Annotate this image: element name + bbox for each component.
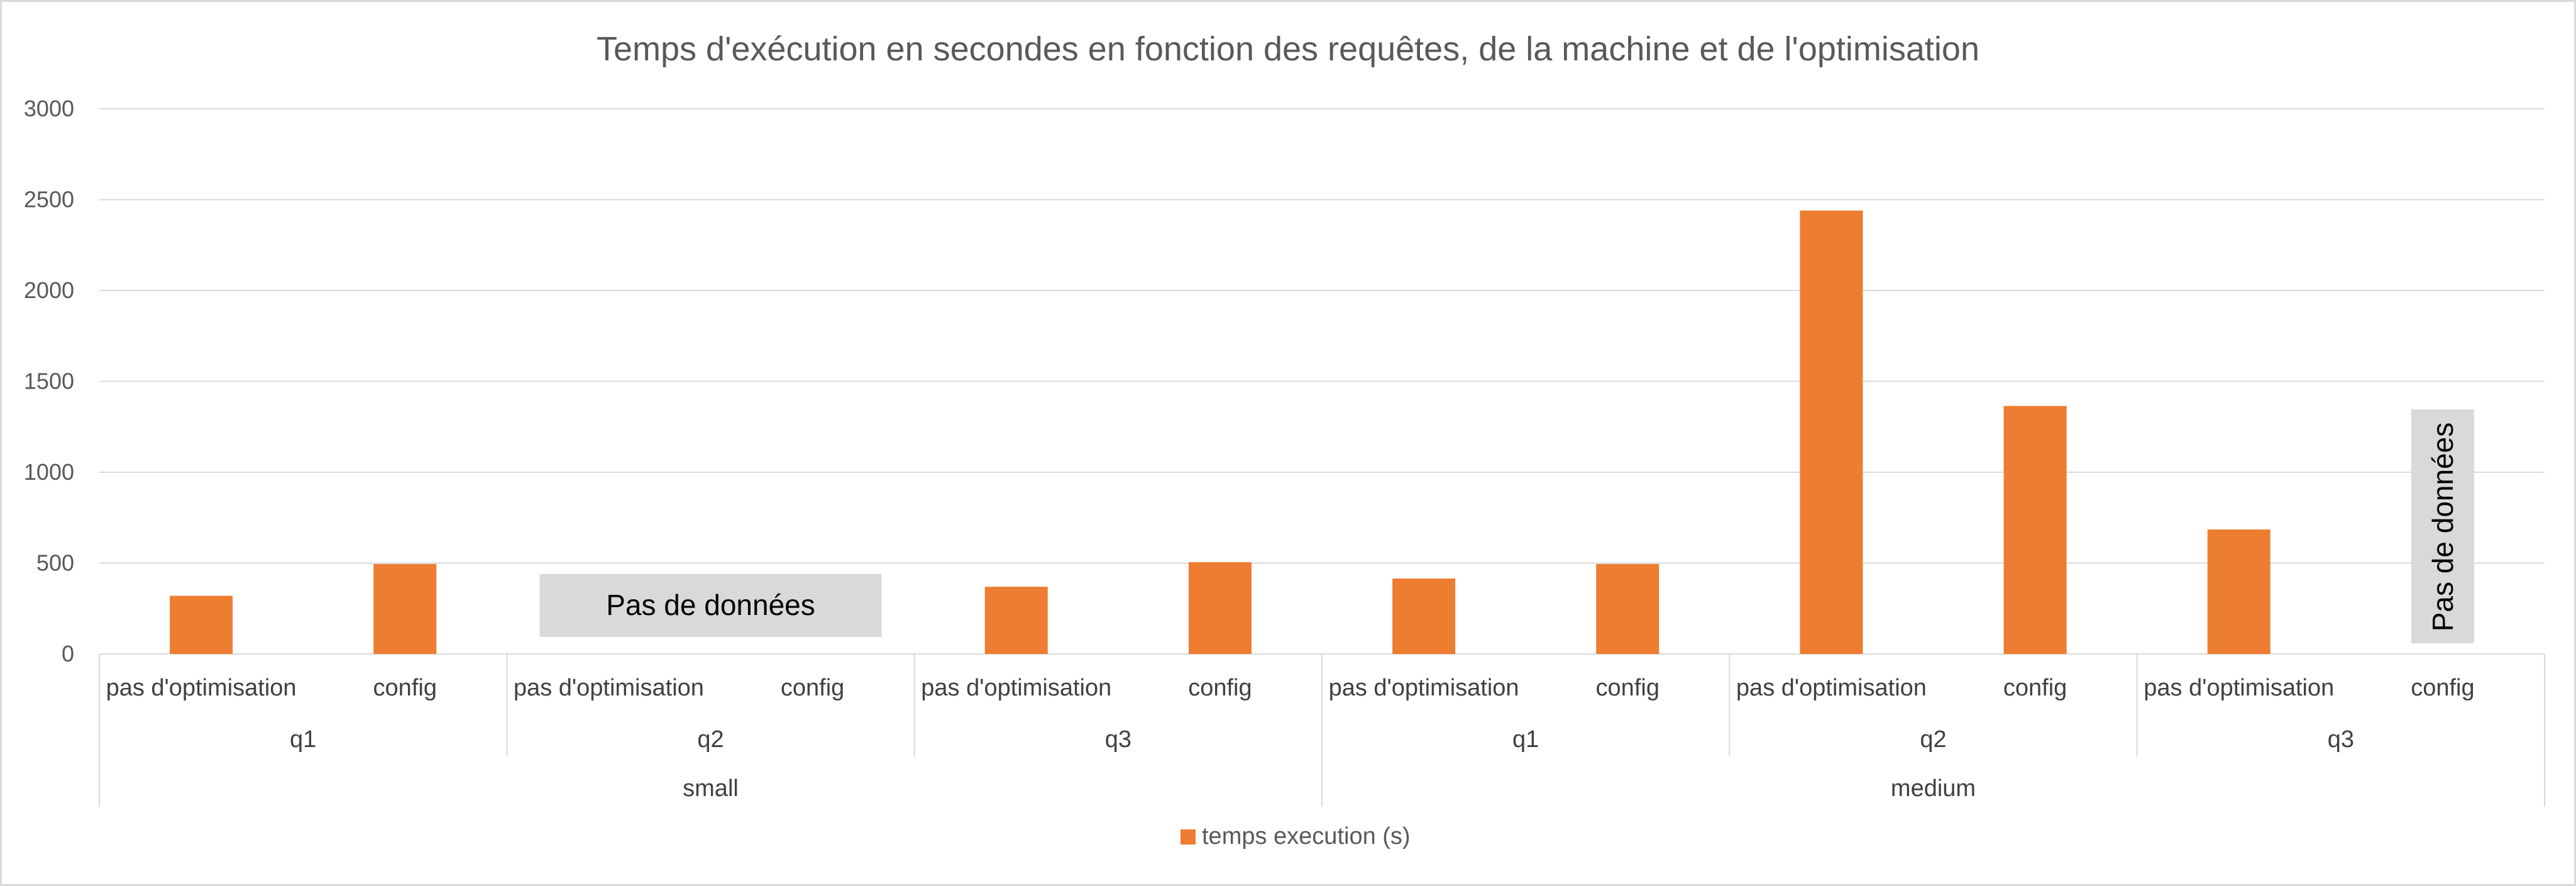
plot-area: 0 500 1000 1500 2000 2500 3000 pas d'optimisati… bbox=[24, 96, 2545, 850]
x-subgroup-label: q2 bbox=[1920, 726, 1946, 753]
x-group-label: medium bbox=[1891, 775, 1976, 802]
x-category-label: pas d'optimisation bbox=[514, 675, 704, 701]
bar bbox=[2207, 529, 2271, 654]
no-data-label: Pas de données bbox=[606, 589, 815, 621]
y-tick-label: 500 bbox=[36, 550, 74, 576]
x-category-label: config bbox=[1596, 675, 1660, 701]
bar bbox=[1800, 210, 1863, 655]
x-category-label: config bbox=[2003, 675, 2067, 701]
x-subgroup-label: q1 bbox=[290, 726, 316, 753]
x-category-label: pas d'optimisation bbox=[1736, 675, 1927, 701]
bar bbox=[1392, 579, 1456, 654]
x-category-label: config bbox=[1188, 675, 1252, 701]
legend-swatch bbox=[1181, 829, 1196, 844]
x-subgroup-label: q1 bbox=[1512, 726, 1539, 753]
no-data-box bbox=[2411, 409, 2474, 643]
x-category-label: pas d'optimisation bbox=[1329, 675, 1519, 701]
bar bbox=[170, 595, 233, 654]
bar bbox=[984, 587, 1048, 654]
bar bbox=[1188, 562, 1252, 654]
x-category-label: config bbox=[2411, 675, 2474, 701]
y-tick-label: 0 bbox=[62, 641, 74, 667]
y-tick-label: 2500 bbox=[24, 187, 74, 213]
x-category-label: pas d'optimisation bbox=[2144, 675, 2334, 701]
legend-label: temps execution (s) bbox=[1202, 823, 1411, 850]
x-subgroup-label: q2 bbox=[697, 726, 724, 753]
no-data-box bbox=[539, 574, 882, 637]
y-tick-label: 2000 bbox=[24, 277, 74, 303]
bar bbox=[1596, 563, 1660, 654]
bar bbox=[373, 563, 437, 654]
x-subgroup-label: q3 bbox=[2328, 726, 2354, 753]
x-category-label: pas d'optimisation bbox=[921, 675, 1111, 701]
no-data-label: Pas de données bbox=[2426, 423, 2459, 632]
y-tick-label: 1000 bbox=[24, 459, 74, 485]
chart-title: Temps d'exécution en secondes en fonctio… bbox=[597, 30, 1979, 68]
bar bbox=[2003, 406, 2067, 654]
x-group-label: small bbox=[683, 775, 739, 802]
x-category-label: config bbox=[781, 675, 844, 701]
y-tick-label: 3000 bbox=[24, 96, 74, 121]
x-category-label: pas d'optimisation bbox=[106, 675, 297, 701]
x-subgroup-label: q3 bbox=[1105, 726, 1131, 753]
x-category-label: config bbox=[373, 675, 437, 701]
y-tick-label: 1500 bbox=[24, 368, 74, 394]
